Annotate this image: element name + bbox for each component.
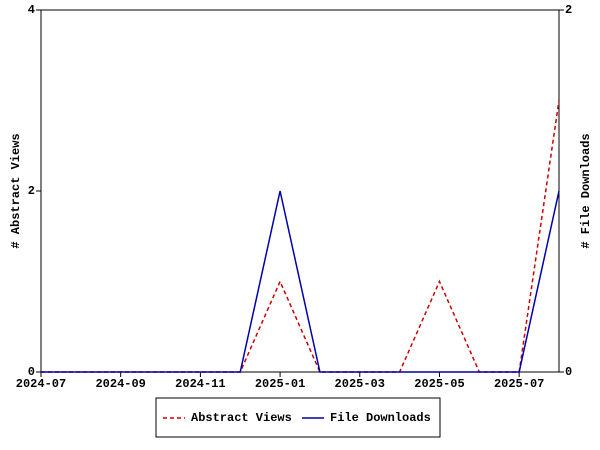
series-line	[41, 100, 560, 373]
x-tick-label: 2025-07	[494, 377, 544, 391]
y-tick-label: 0	[28, 365, 35, 379]
plot-frame	[40, 9, 560, 373]
x-tick-label: 2024-07	[16, 377, 66, 391]
x-tick-label: 2025-01	[255, 377, 305, 391]
legend-label: Abstract Views	[191, 411, 292, 425]
y-axis-label: # Abstract Views	[9, 133, 23, 248]
x-tick-label: 2025-05	[414, 377, 464, 391]
x-tick-label: 2024-09	[95, 377, 145, 391]
legend-box	[155, 397, 441, 438]
series-line	[41, 190, 560, 373]
x-tick-label: 2025-03	[335, 377, 385, 391]
x-tick-label: 2024-11	[175, 377, 225, 391]
legend-label: File Downloads	[330, 411, 431, 425]
y2-tick-label: 0	[565, 365, 572, 379]
y-tick-label: 4	[28, 3, 35, 17]
y2-tick-label: 2	[565, 3, 572, 17]
y2-axis-label: # File Downloads	[579, 133, 593, 248]
y-tick-label: 2	[28, 184, 35, 198]
